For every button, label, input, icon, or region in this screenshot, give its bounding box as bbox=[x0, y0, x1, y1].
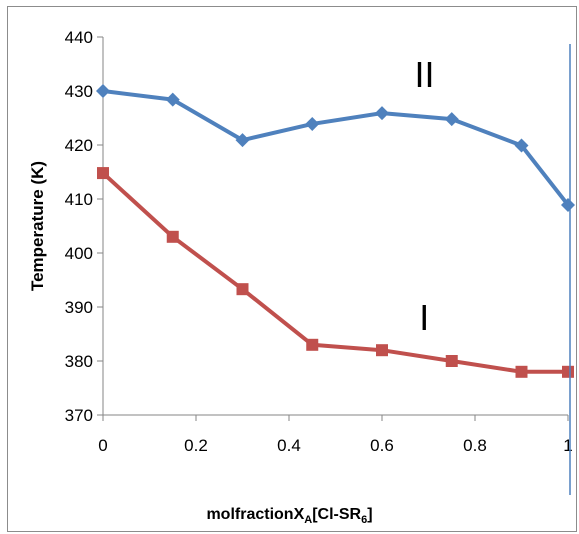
x-tick-label: 0.4 bbox=[277, 436, 301, 455]
y-tick-label: 370 bbox=[65, 406, 93, 425]
y-tick-label: 420 bbox=[65, 136, 93, 155]
x-axis-label-end: ] bbox=[367, 506, 373, 523]
x-axis-label: molfractionXA[Cl-SR6] bbox=[0, 506, 579, 526]
data-point-I bbox=[515, 365, 528, 378]
x-axis-label-main: molfractionX bbox=[206, 506, 305, 523]
data-point-II bbox=[165, 92, 180, 107]
x-tick-label: 0 bbox=[98, 436, 107, 455]
data-point-II bbox=[375, 106, 389, 121]
annotations: III bbox=[415, 54, 435, 338]
data-point-II bbox=[235, 133, 250, 148]
x-tick-label: 0.2 bbox=[184, 436, 208, 455]
series-line-II bbox=[102, 89, 570, 207]
data-point-I bbox=[376, 344, 388, 357]
y-tick-label: 430 bbox=[65, 82, 93, 101]
data-point-II bbox=[514, 138, 529, 153]
data-point-I bbox=[97, 167, 109, 180]
x-tick-label: 1 bbox=[563, 436, 572, 455]
series-group bbox=[96, 44, 575, 495]
data-point-I bbox=[166, 230, 179, 243]
series-line-I bbox=[101, 171, 568, 374]
y-tick-label: 390 bbox=[65, 298, 93, 317]
data-point-I bbox=[445, 355, 458, 367]
x-axis-label-sub-a: A bbox=[304, 514, 313, 527]
data-point-II bbox=[96, 84, 110, 98]
curve-label: II bbox=[415, 54, 435, 95]
x-tick-label: 0.6 bbox=[370, 436, 394, 455]
data-point-I bbox=[236, 283, 249, 296]
data-point-I bbox=[306, 338, 319, 351]
x-ticks: 0 0.2 0.4 0.6 0.8 1 bbox=[98, 415, 573, 455]
y-tick-label: 410 bbox=[65, 190, 93, 209]
data-point-II bbox=[305, 116, 320, 131]
data-point-I bbox=[562, 365, 574, 378]
data-point-II bbox=[444, 112, 459, 127]
y-ticks: 370 380 390 400 410 420 430 440 bbox=[65, 28, 103, 425]
y-tick-label: 380 bbox=[65, 352, 93, 371]
y-tick-label: 400 bbox=[65, 244, 93, 263]
y-tick-label: 440 bbox=[65, 28, 93, 47]
x-tick-label: 0.8 bbox=[463, 436, 487, 455]
y-axis-label: Temperature (K) bbox=[28, 161, 47, 291]
x-axis-label-mid: [Cl-SR bbox=[312, 506, 362, 523]
axes bbox=[102, 37, 568, 416]
data-point-II bbox=[561, 197, 575, 212]
x-axis-label-sub-6: 6 bbox=[361, 514, 368, 527]
curve-label: I bbox=[419, 297, 429, 338]
